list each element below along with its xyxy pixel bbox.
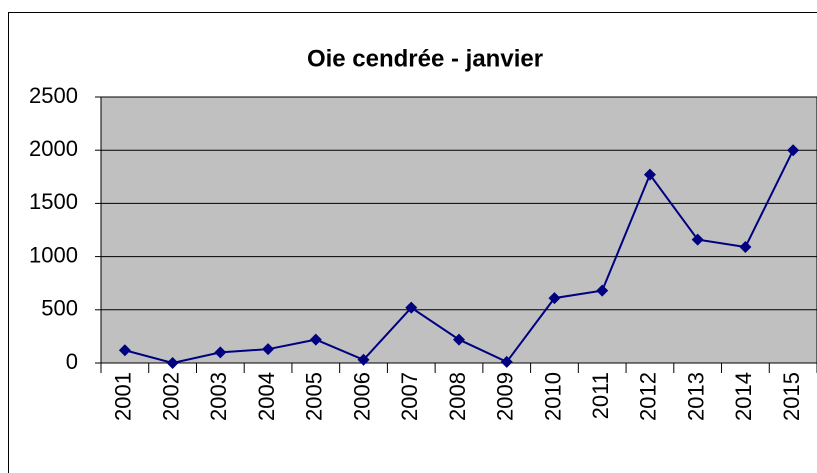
x-tick-label: 2008 xyxy=(445,372,470,421)
x-tick-label: 2010 xyxy=(540,372,565,421)
y-tick-label: 500 xyxy=(41,296,78,321)
data-point xyxy=(309,333,322,346)
data-point xyxy=(166,357,179,369)
data-point xyxy=(643,168,656,181)
y-tick-label: 1500 xyxy=(29,189,78,214)
y-tick-label: 2000 xyxy=(29,136,78,161)
x-tick-label: 2004 xyxy=(254,372,279,421)
x-tick-label: 2009 xyxy=(493,372,518,421)
x-tick-label: 2007 xyxy=(397,372,422,421)
data-point xyxy=(357,353,370,366)
x-tick-label: 2001 xyxy=(111,372,136,421)
chart-title: Oie cendrée - janvier xyxy=(307,45,543,72)
y-tick-label: 0 xyxy=(66,349,78,374)
x-tick-label: 2011 xyxy=(588,372,613,419)
x-tick-label: 2002 xyxy=(158,372,183,421)
plot-area xyxy=(100,96,817,364)
x-tick-label: 2006 xyxy=(349,372,374,421)
x-tick-label: 2012 xyxy=(636,372,661,421)
data-point xyxy=(118,344,131,357)
data-point xyxy=(405,301,418,314)
y-tick-label: 2500 xyxy=(29,83,78,108)
x-tick-label: 2005 xyxy=(302,372,327,421)
data-point xyxy=(453,333,465,346)
data-point xyxy=(500,355,513,368)
x-tick-label: 2013 xyxy=(683,372,708,421)
data-point xyxy=(596,284,609,297)
data-point xyxy=(691,233,704,246)
data-point xyxy=(548,292,561,305)
x-tick-label: 2015 xyxy=(779,372,804,421)
x-tick-label: 2003 xyxy=(206,372,231,421)
data-point xyxy=(787,144,800,157)
data-point xyxy=(262,343,275,356)
y-tick-label: 1000 xyxy=(29,242,78,267)
x-tick-label: 2014 xyxy=(731,372,756,421)
data-point xyxy=(739,241,752,254)
data-point xyxy=(214,346,227,359)
